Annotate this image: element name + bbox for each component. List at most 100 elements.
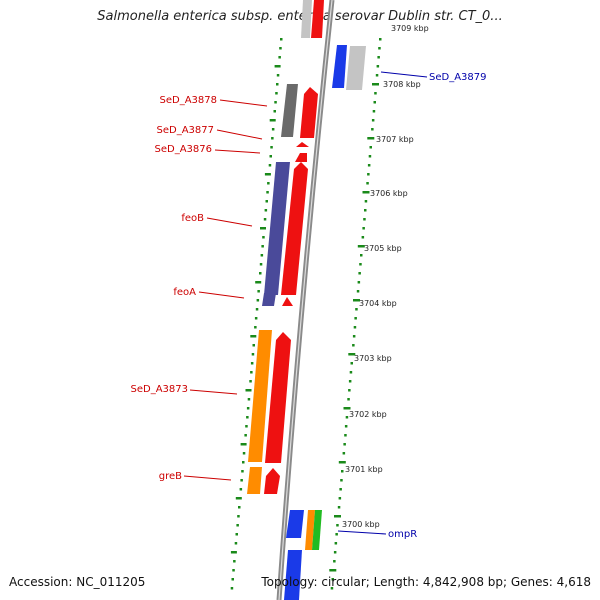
ring-dot (252, 344, 255, 347)
ring-dot (343, 443, 346, 446)
ring-dot (338, 461, 346, 464)
ring-dot (242, 461, 245, 464)
ring-dot (250, 371, 253, 374)
ring-dot (260, 254, 264, 257)
ring-dot (336, 524, 339, 527)
ring-dot (246, 407, 250, 410)
leader-line (189, 389, 238, 395)
ring-dot (250, 335, 257, 338)
ring-dot (363, 218, 366, 221)
ring-dot (337, 506, 341, 509)
gene-block (248, 330, 272, 462)
ring-dot (359, 263, 362, 266)
ring-dot (237, 515, 240, 518)
ring-dot (372, 110, 376, 113)
cds-block (300, 87, 318, 138)
tick-label: 3705 kbp (364, 244, 402, 253)
ring-dot (378, 47, 381, 50)
ring-dot (231, 578, 234, 581)
ring-dot (250, 362, 254, 365)
ring-dot (269, 155, 272, 158)
ring-dot (255, 281, 262, 284)
ring-dot (357, 281, 361, 284)
ring-dot (267, 182, 270, 185)
ring-dot (241, 470, 244, 473)
ring-dot (362, 191, 370, 194)
gene-label: SeD_A3877 (157, 125, 215, 136)
tick-label: 3704 kbp (359, 299, 397, 308)
ring-dot (235, 533, 238, 536)
ring-dot (266, 191, 269, 194)
ring-dot (238, 506, 241, 509)
ring-dot (235, 497, 242, 500)
ring-dot (260, 227, 266, 230)
gene-block (281, 84, 298, 137)
ring-dot (372, 83, 379, 86)
cds-block (296, 142, 309, 147)
ring-dot (244, 434, 247, 437)
ring-dot (364, 209, 367, 212)
tick-label: 3707 kbp (376, 135, 414, 144)
ring-dot (361, 236, 365, 239)
ring-dot (247, 398, 251, 401)
ring-dot (280, 38, 283, 41)
ring-dot (254, 317, 258, 320)
ring-dot (262, 236, 265, 239)
tick-label: 3706 kbp (370, 189, 408, 198)
cds-block (281, 162, 308, 295)
tick-label: 3708 kbp (383, 80, 421, 89)
leader-line (206, 217, 253, 227)
map-title: Salmonella enterica subsp. enterica sero… (97, 9, 503, 24)
ring-dot (330, 587, 334, 590)
ring-dot (242, 452, 246, 455)
ring-dot (233, 560, 236, 563)
ring-dot (329, 569, 337, 572)
ring-dot (349, 371, 353, 374)
leader-line (183, 475, 232, 481)
ring-dot (333, 560, 336, 563)
tick-label: 3702 kbp (349, 410, 387, 419)
ring-dot (335, 533, 338, 536)
ring-dot (265, 200, 268, 203)
gene-block (264, 162, 290, 295)
ring-dot (236, 524, 239, 527)
gene-block (284, 550, 302, 600)
tick-label: 3701 kbp (345, 465, 383, 474)
ring-dot (352, 335, 356, 338)
cds-block (311, 0, 324, 38)
label-leaders (183, 71, 428, 535)
ring-dot (254, 326, 257, 329)
feature-blocks (247, 0, 366, 600)
ring-dot (271, 137, 274, 140)
gene-block (301, 0, 312, 38)
ring-dot (271, 128, 275, 131)
ring-dot (340, 479, 343, 482)
ring-dot (331, 578, 334, 581)
ring-dot (239, 488, 243, 491)
gene-block (262, 293, 276, 306)
ring-dot (275, 92, 278, 95)
accession-text: Accession: NC_011205 (9, 575, 146, 589)
ring-dot (273, 110, 276, 113)
gene-label: feoB (181, 213, 204, 224)
ring-dot (376, 65, 380, 68)
ring-dot (269, 119, 276, 122)
ring-dot (348, 353, 356, 356)
ring-dot (367, 173, 370, 176)
gene-block (305, 510, 315, 550)
ring-dot (270, 146, 273, 149)
ring-dot (344, 425, 348, 428)
ring-dot (234, 542, 238, 545)
ring-dot (343, 407, 351, 410)
tick-label: 3703 kbp (354, 354, 392, 363)
ring-dot (333, 551, 337, 554)
cds-block (295, 153, 307, 162)
ring-dot (360, 254, 363, 257)
ring-dot (249, 380, 252, 383)
gene-block (346, 46, 366, 90)
gene-label: SeD_A3873 (131, 384, 189, 395)
ring-dot (246, 416, 249, 419)
ring-dot (274, 65, 281, 68)
gene-block (286, 510, 304, 538)
ring-dot (257, 290, 260, 293)
